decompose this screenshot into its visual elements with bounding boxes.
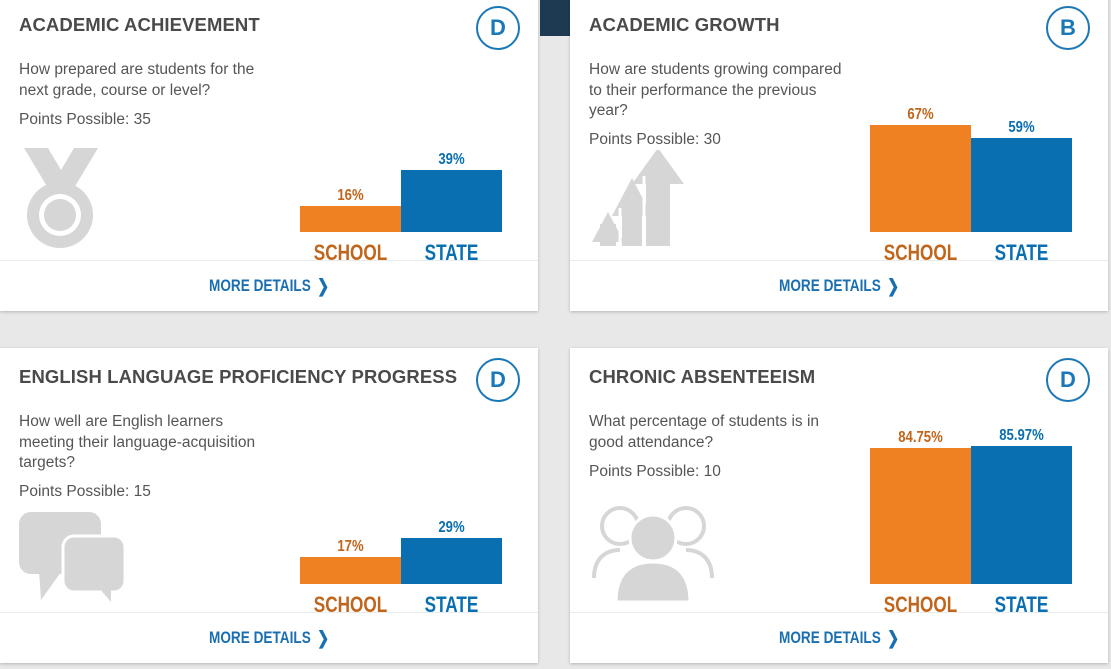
chevron-right-icon: ❯ xyxy=(317,627,330,648)
card-body: ACADEMIC GROWTH B How are students growi… xyxy=(570,0,1108,265)
more-details-link[interactable]: MORE DETAILS ❯ xyxy=(779,276,899,297)
grade-badge: B xyxy=(1046,6,1090,50)
more-details-label: MORE DETAILS xyxy=(208,276,311,295)
speech-bubbles-icon xyxy=(19,512,127,609)
card-body: CHRONIC ABSENTEEISM D What percentage of… xyxy=(570,348,1108,617)
state-category-label: STATE xyxy=(994,240,1049,265)
state-value-label: 39% xyxy=(438,151,465,168)
bar-chart: 84.75% SCHOOL 85.97% STATE xyxy=(870,408,1072,618)
school-bar xyxy=(300,206,401,232)
state-bar xyxy=(971,138,1072,232)
points-possible: Points Possible: 15 xyxy=(19,483,151,500)
card-title: ENGLISH LANGUAGE PROFICIENCY PROGRESS xyxy=(19,366,458,387)
school-bar xyxy=(870,448,971,584)
card-title: ACADEMIC ACHIEVEMENT xyxy=(19,14,260,35)
points-possible: Points Possible: 30 xyxy=(589,131,721,148)
state-bar xyxy=(971,446,1072,584)
grade-badge: D xyxy=(1046,358,1090,402)
card-description: How well are English learners meeting th… xyxy=(19,413,256,471)
bar-chart: 67% SCHOOL 59% STATE xyxy=(870,56,1072,266)
card-footer: MORE DETAILS ❯ xyxy=(0,612,538,663)
school-bar xyxy=(300,557,401,584)
group-people-icon xyxy=(590,500,716,609)
school-value-label: 16% xyxy=(337,187,364,204)
bar-chart: 17% SCHOOL 29% STATE xyxy=(300,408,502,618)
school-value-label: 17% xyxy=(337,538,364,555)
more-details-link[interactable]: MORE DETAILS ❯ xyxy=(209,276,329,297)
chevron-right-icon: ❯ xyxy=(887,275,900,296)
card-body: ENGLISH LANGUAGE PROFICIENCY PROGRESS D … xyxy=(0,348,538,617)
more-details-link[interactable]: MORE DETAILS ❯ xyxy=(779,628,899,649)
card-title: CHRONIC ABSENTEEISM xyxy=(589,366,816,387)
card-description: How are students growing compared to the… xyxy=(589,61,842,119)
growth-arrows-icon xyxy=(590,148,686,255)
card-description: How prepared are students for the next g… xyxy=(19,61,255,99)
school-bar xyxy=(870,125,971,232)
card-english-language-proficiency: ENGLISH LANGUAGE PROFICIENCY PROGRESS D … xyxy=(0,348,538,663)
points-possible: Points Possible: 35 xyxy=(19,111,151,128)
state-bar xyxy=(401,170,502,232)
more-details-link[interactable]: MORE DETAILS ❯ xyxy=(209,628,329,649)
card-footer: MORE DETAILS ❯ xyxy=(0,260,538,311)
more-details-label: MORE DETAILS xyxy=(778,276,881,295)
state-category-label: STATE xyxy=(994,592,1049,617)
card-academic-growth: ACADEMIC GROWTH B How are students growi… xyxy=(570,0,1108,311)
header-strip xyxy=(540,0,570,36)
card-chronic-absenteeism: CHRONIC ABSENTEEISM D What percentage of… xyxy=(570,348,1108,663)
card-academic-achievement: ACADEMIC ACHIEVEMENT D How prepared are … xyxy=(0,0,538,311)
school-category-label: SCHOOL xyxy=(313,240,388,265)
state-category-label: STATE xyxy=(424,240,479,265)
bar-chart: 16% SCHOOL 39% STATE xyxy=(300,56,502,266)
school-value-label: 84.75% xyxy=(898,429,943,446)
state-category-label: STATE xyxy=(424,592,479,617)
school-category-label: SCHOOL xyxy=(313,592,388,617)
more-details-label: MORE DETAILS xyxy=(208,628,311,647)
state-bar xyxy=(401,538,502,584)
school-category-label: SCHOOL xyxy=(883,240,958,265)
points-possible: Points Possible: 10 xyxy=(589,463,721,480)
school-value-label: 67% xyxy=(907,106,934,123)
more-details-label: MORE DETAILS xyxy=(778,628,881,647)
card-title: ACADEMIC GROWTH xyxy=(589,14,780,35)
state-value-label: 59% xyxy=(1008,119,1035,136)
medal-icon xyxy=(24,148,98,257)
grade-badge: D xyxy=(476,6,520,50)
state-value-label: 85.97% xyxy=(999,427,1044,444)
chevron-right-icon: ❯ xyxy=(317,275,330,296)
card-description: What percentage of students is in good a… xyxy=(589,413,820,451)
school-category-label: SCHOOL xyxy=(883,592,958,617)
card-footer: MORE DETAILS ❯ xyxy=(570,260,1108,311)
chevron-right-icon: ❯ xyxy=(887,627,900,648)
grade-badge: D xyxy=(476,358,520,402)
card-footer: MORE DETAILS ❯ xyxy=(570,612,1108,663)
card-body: ACADEMIC ACHIEVEMENT D How prepared are … xyxy=(0,0,538,265)
state-value-label: 29% xyxy=(438,519,465,536)
